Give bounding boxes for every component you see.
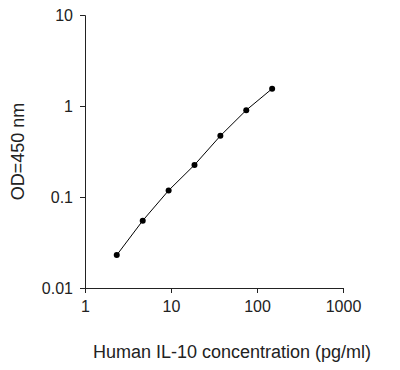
y-tick-label: 0.01 (42, 280, 73, 297)
chart: 1 10 100 1000 0.01 0.1 1 10 Human IL-10 concentr… (0, 0, 400, 370)
x-axis-title: Human IL-10 concentration (pg/ml) (93, 342, 371, 362)
y-tick-mark (80, 106, 85, 107)
data-point (191, 162, 197, 168)
y-tick-mark (80, 288, 85, 289)
y-tick: 1 (64, 98, 85, 115)
y-tick: 0.1 (51, 189, 85, 206)
x-tick-mark (343, 288, 344, 293)
y-axis: 0.01 0.1 1 10 (42, 7, 86, 297)
x-tick-mark (257, 288, 258, 293)
data-point (243, 107, 249, 113)
x-tick-mark (171, 288, 172, 293)
plot: 1 10 100 1000 0.01 0.1 1 10 (42, 7, 362, 316)
x-axis: 1 10 100 1000 (81, 288, 361, 315)
x-tick-label: 100 (244, 298, 271, 315)
x-tick-label: 10 (163, 298, 181, 315)
data (114, 86, 275, 258)
x-tick-label: 1 (81, 298, 90, 315)
x-axis-line (86, 289, 344, 294)
series-line (117, 89, 272, 255)
y-tick-label: 1 (64, 98, 73, 115)
x-tick-label: 1000 (326, 298, 362, 315)
data-point (140, 218, 146, 224)
y-tick-mark (80, 197, 85, 198)
data-point (269, 86, 275, 92)
y-tick-mark (80, 15, 85, 16)
x-tick: 1 (81, 288, 90, 315)
y-axis-title: OD=450 nm (8, 103, 28, 201)
y-axis-line (80, 16, 86, 289)
x-tick: 1000 (326, 288, 362, 315)
data-point (114, 252, 120, 258)
y-tick-label: 0.1 (51, 189, 73, 206)
data-point (217, 133, 223, 139)
y-tick: 0.01 (42, 280, 85, 297)
y-tick: 10 (55, 7, 85, 24)
data-point (166, 187, 172, 193)
x-tick: 10 (163, 288, 181, 315)
y-tick-label: 10 (55, 7, 73, 24)
x-tick: 100 (244, 288, 271, 315)
